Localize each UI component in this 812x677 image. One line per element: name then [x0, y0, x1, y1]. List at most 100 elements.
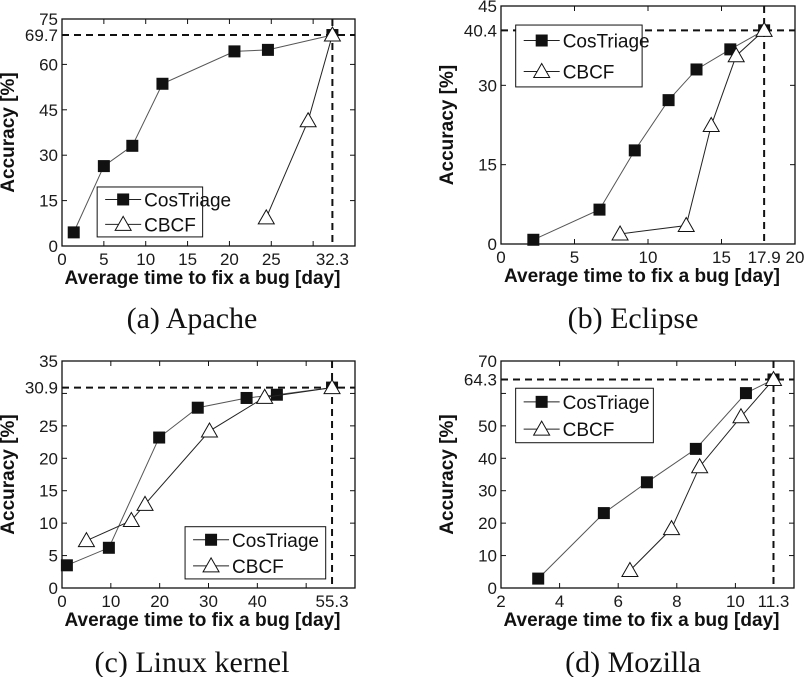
- triangle-marker: [77, 531, 96, 548]
- x-axis-label: Average time to fix a bug [day]: [65, 268, 341, 289]
- square-marker: [593, 203, 606, 216]
- series-line-cbcf: [86, 387, 333, 542]
- y-tick-label: 10: [39, 514, 58, 533]
- chart-linux-kernel: 0 10 20 30 40 55.3 0 5 10 15 20 25 30.9 35 Average tim…: [0, 352, 356, 677]
- x-tick-label: 40: [248, 592, 267, 611]
- triangle-marker: [755, 21, 773, 37]
- x-tick-label: 8: [672, 592, 681, 611]
- x-tick-label: 20: [786, 248, 805, 267]
- y-axis-label: Accuracy [%]: [0, 72, 19, 192]
- triangle-marker: [136, 495, 154, 511]
- square-marker: [67, 226, 80, 239]
- y-tick-label: 40: [478, 449, 497, 468]
- y-tick-label: 30.9: [25, 379, 58, 398]
- x-tick-label: 20: [150, 592, 169, 611]
- legend-square-icon: [535, 34, 548, 47]
- y-axis-label: Accuracy [%]: [0, 414, 19, 534]
- x-tick-label: 2: [496, 592, 505, 611]
- legend-triangle-icon: [532, 62, 551, 78]
- panel-caption: (b) Eclipse: [568, 302, 699, 335]
- square-marker: [690, 63, 703, 76]
- y-tick-label: 15: [39, 482, 58, 501]
- y-tick-label: 15: [39, 192, 58, 211]
- x-axis-label: Average time to fix a bug [day]: [65, 610, 341, 631]
- square-marker: [640, 476, 653, 489]
- square-marker: [597, 507, 610, 520]
- x-tick-label: 5: [570, 248, 579, 267]
- triangle-marker: [122, 511, 141, 528]
- square-marker: [191, 401, 204, 414]
- x-tick-label: 55.3: [316, 592, 349, 611]
- y-tick-label: 25: [39, 417, 58, 436]
- square-marker: [270, 388, 283, 401]
- y-tick-label: 60: [39, 55, 58, 74]
- x-tick-label: 15: [178, 250, 197, 269]
- x-tick-label: 11.3: [758, 592, 790, 611]
- square-marker: [60, 559, 73, 572]
- y-tick-label: 70: [478, 352, 497, 371]
- legend-label: CosTriage: [563, 32, 650, 53]
- legend-label: CBCF: [232, 557, 284, 578]
- square-marker: [532, 572, 545, 585]
- x-tick-label: 5: [99, 250, 108, 269]
- y-tick-label: 15: [478, 156, 497, 175]
- y-tick-label: 45: [478, 0, 497, 16]
- x-tick-label: 0: [57, 250, 66, 269]
- triangle-marker: [200, 422, 219, 438]
- triangle-marker: [662, 519, 681, 536]
- x-tick-label: 15: [712, 248, 731, 267]
- y-tick-label: 50: [478, 417, 497, 436]
- square-marker: [102, 541, 115, 554]
- legend-label: CosTriage: [144, 190, 231, 211]
- y-tick-label: 35: [39, 352, 58, 371]
- triangle-marker: [255, 388, 274, 404]
- panel-caption: (a) Apache: [127, 302, 258, 335]
- legend-box: [96, 186, 204, 238]
- x-tick-label: 25: [262, 250, 281, 269]
- y-tick-label: 64.3: [464, 370, 497, 389]
- triangle-marker: [611, 224, 629, 241]
- x-axis-label: Average time to fix a bug [day]: [504, 610, 780, 631]
- x-tick-label: 10: [136, 250, 155, 269]
- chart-apache: 0 5 10 15 20 25 32.3 0 15 30 45 60 69.775 Average tim…: [0, 10, 356, 335]
- y-tick-label: 30: [478, 76, 497, 95]
- y-tick-label: 0: [488, 579, 497, 598]
- legend-square-icon: [535, 395, 548, 408]
- panel-caption: (d) Mozilla: [565, 646, 701, 677]
- square-marker: [228, 45, 241, 58]
- square-marker: [662, 94, 675, 107]
- x-tick-label: 20: [220, 250, 239, 269]
- triangle-marker: [257, 208, 276, 225]
- legend-label: CosTriage: [232, 531, 319, 552]
- legend-triangle-icon: [532, 420, 551, 436]
- y-tick-label: 20: [39, 449, 58, 468]
- triangle-marker: [323, 26, 342, 42]
- x-tick-label: 10: [726, 592, 745, 611]
- square-marker: [628, 144, 641, 157]
- triangle-marker: [732, 407, 750, 424]
- triangle-marker: [727, 46, 746, 63]
- legend-square-icon: [205, 533, 218, 546]
- legend-triangle-icon: [114, 215, 133, 231]
- legend-label: CosTriage: [563, 393, 650, 414]
- x-tick-label: 32.3: [316, 250, 349, 269]
- triangle-marker: [323, 378, 341, 395]
- x-tick-label: 0: [496, 248, 505, 267]
- legend-label: CBCF: [563, 420, 615, 441]
- square-marker: [689, 442, 702, 455]
- triangle-marker: [299, 111, 317, 128]
- y-tick-label: 45: [39, 101, 58, 120]
- square-marker: [527, 233, 540, 246]
- y-tick-label: 30: [478, 482, 497, 501]
- y-tick-label: 5: [49, 547, 58, 566]
- y-tick-label: 40.4: [464, 21, 497, 40]
- panel-caption: (c) Linux kernel: [95, 646, 290, 677]
- y-axis-label: Accuracy [%]: [437, 414, 458, 534]
- y-tick-label: 75: [39, 10, 58, 29]
- square-marker: [240, 391, 253, 404]
- y-tick-label: 0: [49, 579, 58, 598]
- square-marker: [97, 160, 110, 173]
- triangle-marker: [690, 457, 709, 474]
- x-axis-label: Average time to fix a bug [day]: [504, 266, 780, 287]
